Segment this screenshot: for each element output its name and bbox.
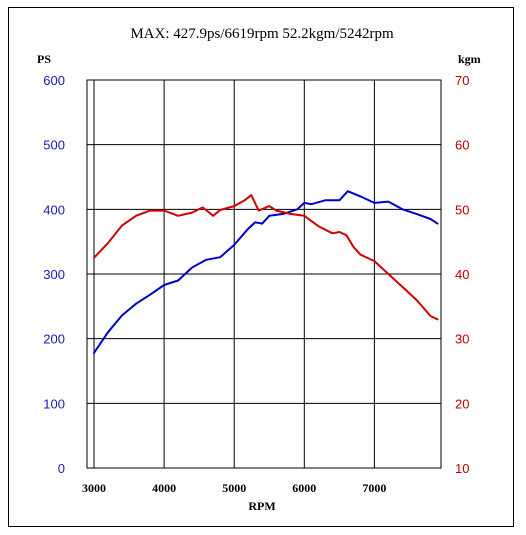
kgm-series-line <box>93 194 439 321</box>
left-tick-label: 600 <box>43 73 65 88</box>
x-axis-label: RPM <box>248 499 275 513</box>
chart-frame: MAX: 427.9ps/6619rpm 52.2kgm/5242rpm PS … <box>8 7 514 527</box>
x-axis-ticks: 3000 4000 5000 6000 7000 <box>82 481 386 495</box>
left-tick-label: 200 <box>43 332 65 347</box>
x-tick-label: 5000 <box>222 481 246 495</box>
x-tick-label: 6000 <box>292 481 316 495</box>
right-axis-ticks: 10 20 30 40 50 60 70 <box>455 73 469 476</box>
left-tick-label: 100 <box>43 396 65 411</box>
series-lines <box>93 190 439 354</box>
right-axis-label: kgm <box>458 52 481 66</box>
left-axis-ticks: 0 100 200 300 400 500 600 <box>43 73 65 476</box>
x-tick-label: 7000 <box>362 481 386 495</box>
ps-series-line <box>93 190 439 354</box>
right-tick-label: 10 <box>455 461 469 476</box>
right-tick-label: 70 <box>455 73 469 88</box>
x-tick-label: 4000 <box>152 481 176 495</box>
chart-title: MAX: 427.9ps/6619rpm 52.2kgm/5242rpm <box>130 26 394 42</box>
right-tick-label: 50 <box>455 202 469 217</box>
right-tick-label: 40 <box>455 267 469 282</box>
left-axis-label: PS <box>37 52 51 66</box>
gridlines <box>87 80 441 468</box>
right-tick-label: 30 <box>455 332 469 347</box>
right-tick-label: 20 <box>455 396 469 411</box>
left-tick-label: 400 <box>43 202 65 217</box>
left-tick-label: 500 <box>43 138 65 153</box>
x-tick-label: 3000 <box>82 481 106 495</box>
left-tick-label: 0 <box>58 461 65 476</box>
power-torque-chart: MAX: 427.9ps/6619rpm 52.2kgm/5242rpm PS … <box>37 26 481 513</box>
left-tick-label: 300 <box>43 267 65 282</box>
right-tick-label: 60 <box>455 138 469 153</box>
